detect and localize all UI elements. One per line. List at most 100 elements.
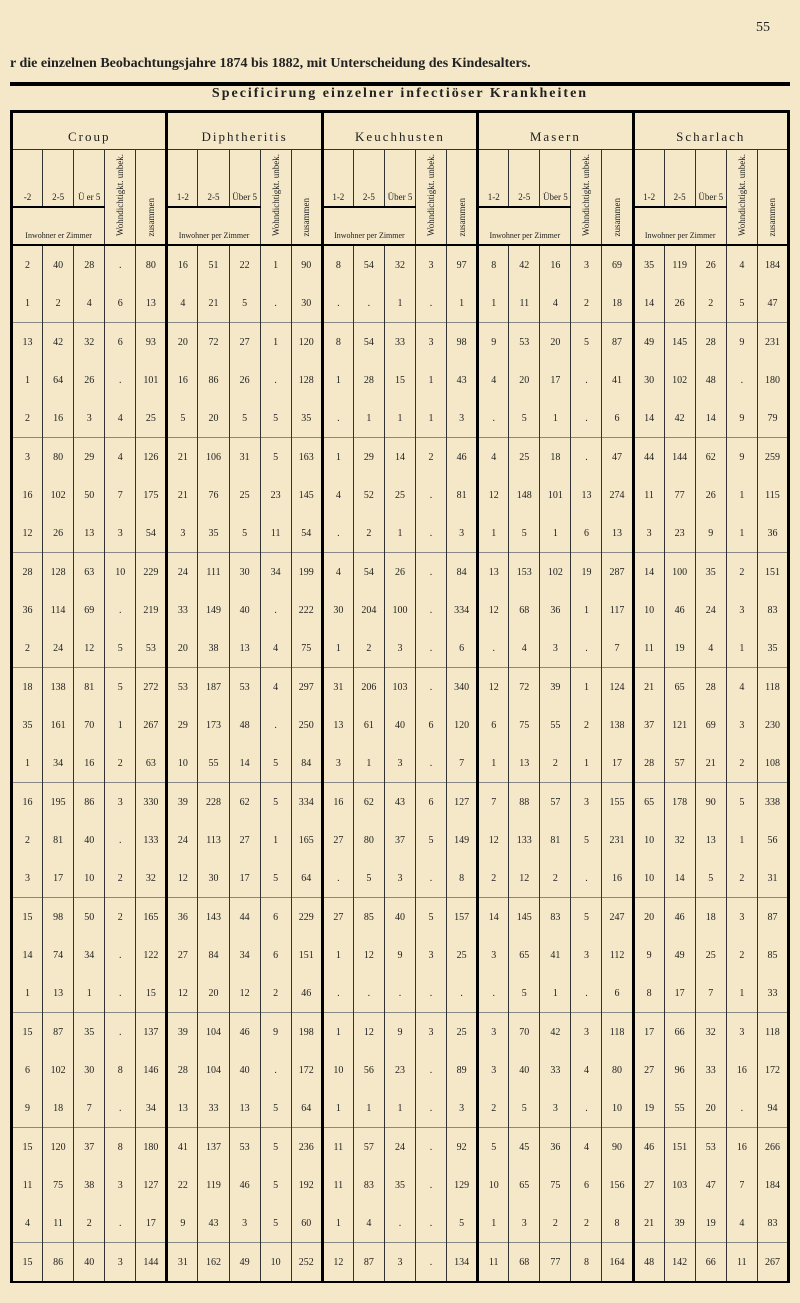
table-cell: 7: [602, 629, 633, 668]
table-cell: 17: [633, 1013, 664, 1052]
table-cell: 5: [260, 744, 291, 783]
table-cell: 142: [664, 1243, 695, 1283]
table-cell: 3: [726, 706, 757, 744]
table-cell: 5: [416, 821, 447, 859]
table-cell: .: [416, 629, 447, 668]
table-cell: 28: [695, 323, 726, 362]
table-cell: 17: [540, 361, 571, 399]
table-cell: 1: [105, 706, 136, 744]
table-cell: 16: [12, 783, 43, 822]
table-cell: 3: [384, 629, 415, 668]
table-cell: .: [571, 974, 602, 1013]
table-cell: 180: [757, 361, 788, 399]
table-cell: 40: [384, 706, 415, 744]
table-cell: 47: [602, 438, 633, 477]
table-cell: 77: [540, 1243, 571, 1283]
table-cell: 2: [105, 859, 136, 898]
disease-header-keuchhusten: Keuchhusten: [322, 112, 477, 150]
table-cell: 2: [726, 936, 757, 974]
table-cell: 100: [664, 553, 695, 592]
table-cell: 11: [322, 1166, 353, 1204]
table-cell: 30: [633, 361, 664, 399]
table-cell: 27: [229, 821, 260, 859]
table-cell: .: [478, 629, 509, 668]
table-cell: 16: [43, 399, 74, 438]
table-cell: 53: [229, 1128, 260, 1167]
table-cell: .: [416, 1243, 447, 1283]
table-cell: 2: [12, 629, 43, 668]
table-cell: 11: [633, 476, 664, 514]
table-cell: 36: [12, 591, 43, 629]
table-cell: 1: [478, 1204, 509, 1243]
table-cell: 15: [12, 1128, 43, 1167]
table-cell: 7: [695, 974, 726, 1013]
table-cell: 113: [198, 821, 229, 859]
table-cell: 1: [322, 1204, 353, 1243]
table-cell: 1: [12, 974, 43, 1013]
table-cell: 5: [229, 399, 260, 438]
table-cell: 2: [105, 744, 136, 783]
table-cell: 46: [291, 974, 322, 1013]
table-cell: 145: [291, 476, 322, 514]
table-cell: 143: [198, 898, 229, 937]
table-cell: 334: [447, 591, 478, 629]
table-cell: 118: [602, 1013, 633, 1052]
table-cell: 1: [12, 744, 43, 783]
table-cell: 165: [291, 821, 322, 859]
table-cell: 4: [726, 245, 757, 284]
table-cell: 340: [447, 668, 478, 707]
table-row: 1246134215.30..1.1111421814262547: [12, 284, 789, 323]
table-cell: 66: [664, 1013, 695, 1052]
table-cell: 44: [633, 438, 664, 477]
table-cell: 15: [12, 1013, 43, 1052]
table-cell: 19: [633, 1089, 664, 1128]
column-header: zusammen: [291, 150, 322, 246]
table-cell: 27: [633, 1166, 664, 1204]
table-cell: 75: [291, 629, 322, 668]
table-row: 9187.34133313564111.3253.10195520.94: [12, 1089, 789, 1128]
table-cell: 57: [540, 783, 571, 822]
table-cell: 2: [726, 553, 757, 592]
table-cell: 26: [664, 284, 695, 323]
table-cell: 146: [136, 1051, 167, 1089]
table-cell: 17: [43, 859, 74, 898]
table-cell: 1: [416, 361, 447, 399]
table-cell: 53: [229, 668, 260, 707]
table-cell: 5: [353, 859, 384, 898]
table-cell: 122: [136, 936, 167, 974]
table-cell: 43: [384, 783, 415, 822]
table-cell: 8: [447, 859, 478, 898]
table-cell: 55: [540, 706, 571, 744]
table-cell: 12: [322, 1243, 353, 1283]
table-cell: 11: [633, 629, 664, 668]
table-cell: 25: [509, 438, 540, 477]
table-cell: 40: [229, 591, 260, 629]
table-cell: .: [105, 1089, 136, 1128]
table-cell: 28: [74, 245, 105, 284]
table-cell: 87: [602, 323, 633, 362]
table-cell: 64: [43, 361, 74, 399]
table-cell: 13: [322, 706, 353, 744]
table-cell: 4: [540, 284, 571, 323]
table-cell: 1: [478, 744, 509, 783]
table-cell: 4: [322, 476, 353, 514]
table-cell: 40: [509, 1051, 540, 1089]
table-row: 31710232123017564.53.82122.1610145231: [12, 859, 789, 898]
table-cell: 6: [105, 323, 136, 362]
column-header: Über 5: [695, 150, 726, 207]
table-cell: 35: [633, 245, 664, 284]
table-row: 61023081462810440.172105623.893403348027…: [12, 1051, 789, 1089]
table-cell: 9: [726, 399, 757, 438]
table-cell: 39: [540, 668, 571, 707]
table-cell: 38: [198, 629, 229, 668]
table-cell: 14: [633, 399, 664, 438]
table-cell: 3: [571, 245, 602, 284]
table-cell: 6: [105, 284, 136, 323]
table-cell: .: [105, 821, 136, 859]
table-cell: 44: [229, 898, 260, 937]
table-cell: 90: [291, 245, 322, 284]
table-cell: 127: [447, 783, 478, 822]
table-cell: 1: [322, 629, 353, 668]
table-cell: 13: [602, 514, 633, 553]
table-cell: 3: [447, 399, 478, 438]
